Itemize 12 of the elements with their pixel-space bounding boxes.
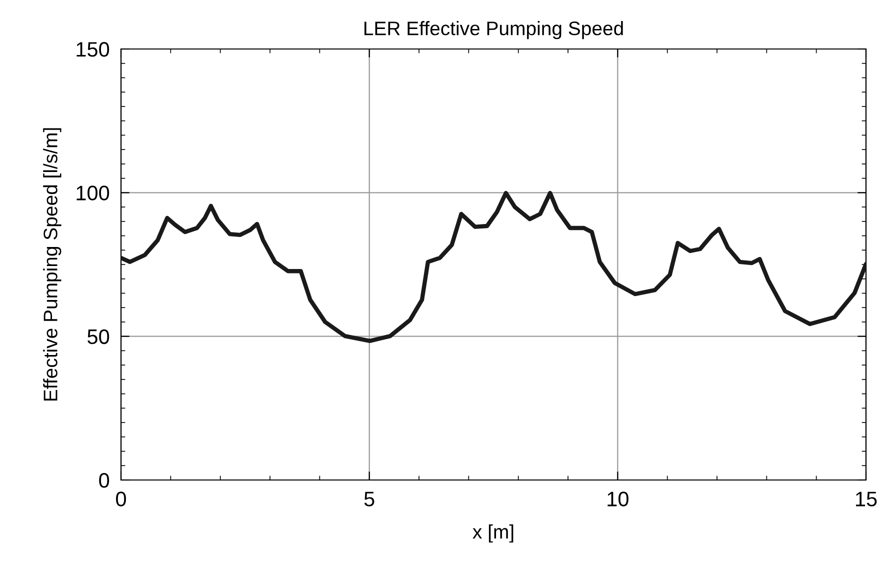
x-tick-label: 5 (364, 492, 374, 506)
x-tick-label: 10 (608, 492, 628, 506)
line-series (121, 190, 866, 344)
y-axis-title: Effective Pumping Speed [l/s/m] (43, 128, 62, 401)
y-tick-label: 100 (76, 186, 110, 200)
chart-title: LER Effective Pumping Speed (364, 21, 623, 40)
x-axis-title: x [m] (472, 524, 514, 543)
y-tick-label: 150 (76, 42, 110, 57)
x-tick-label: 0 (116, 492, 126, 506)
y-tick-label: 0 (99, 473, 110, 488)
x-tick-label: 15 (856, 492, 877, 506)
y-tick-label: 50 (88, 329, 110, 344)
